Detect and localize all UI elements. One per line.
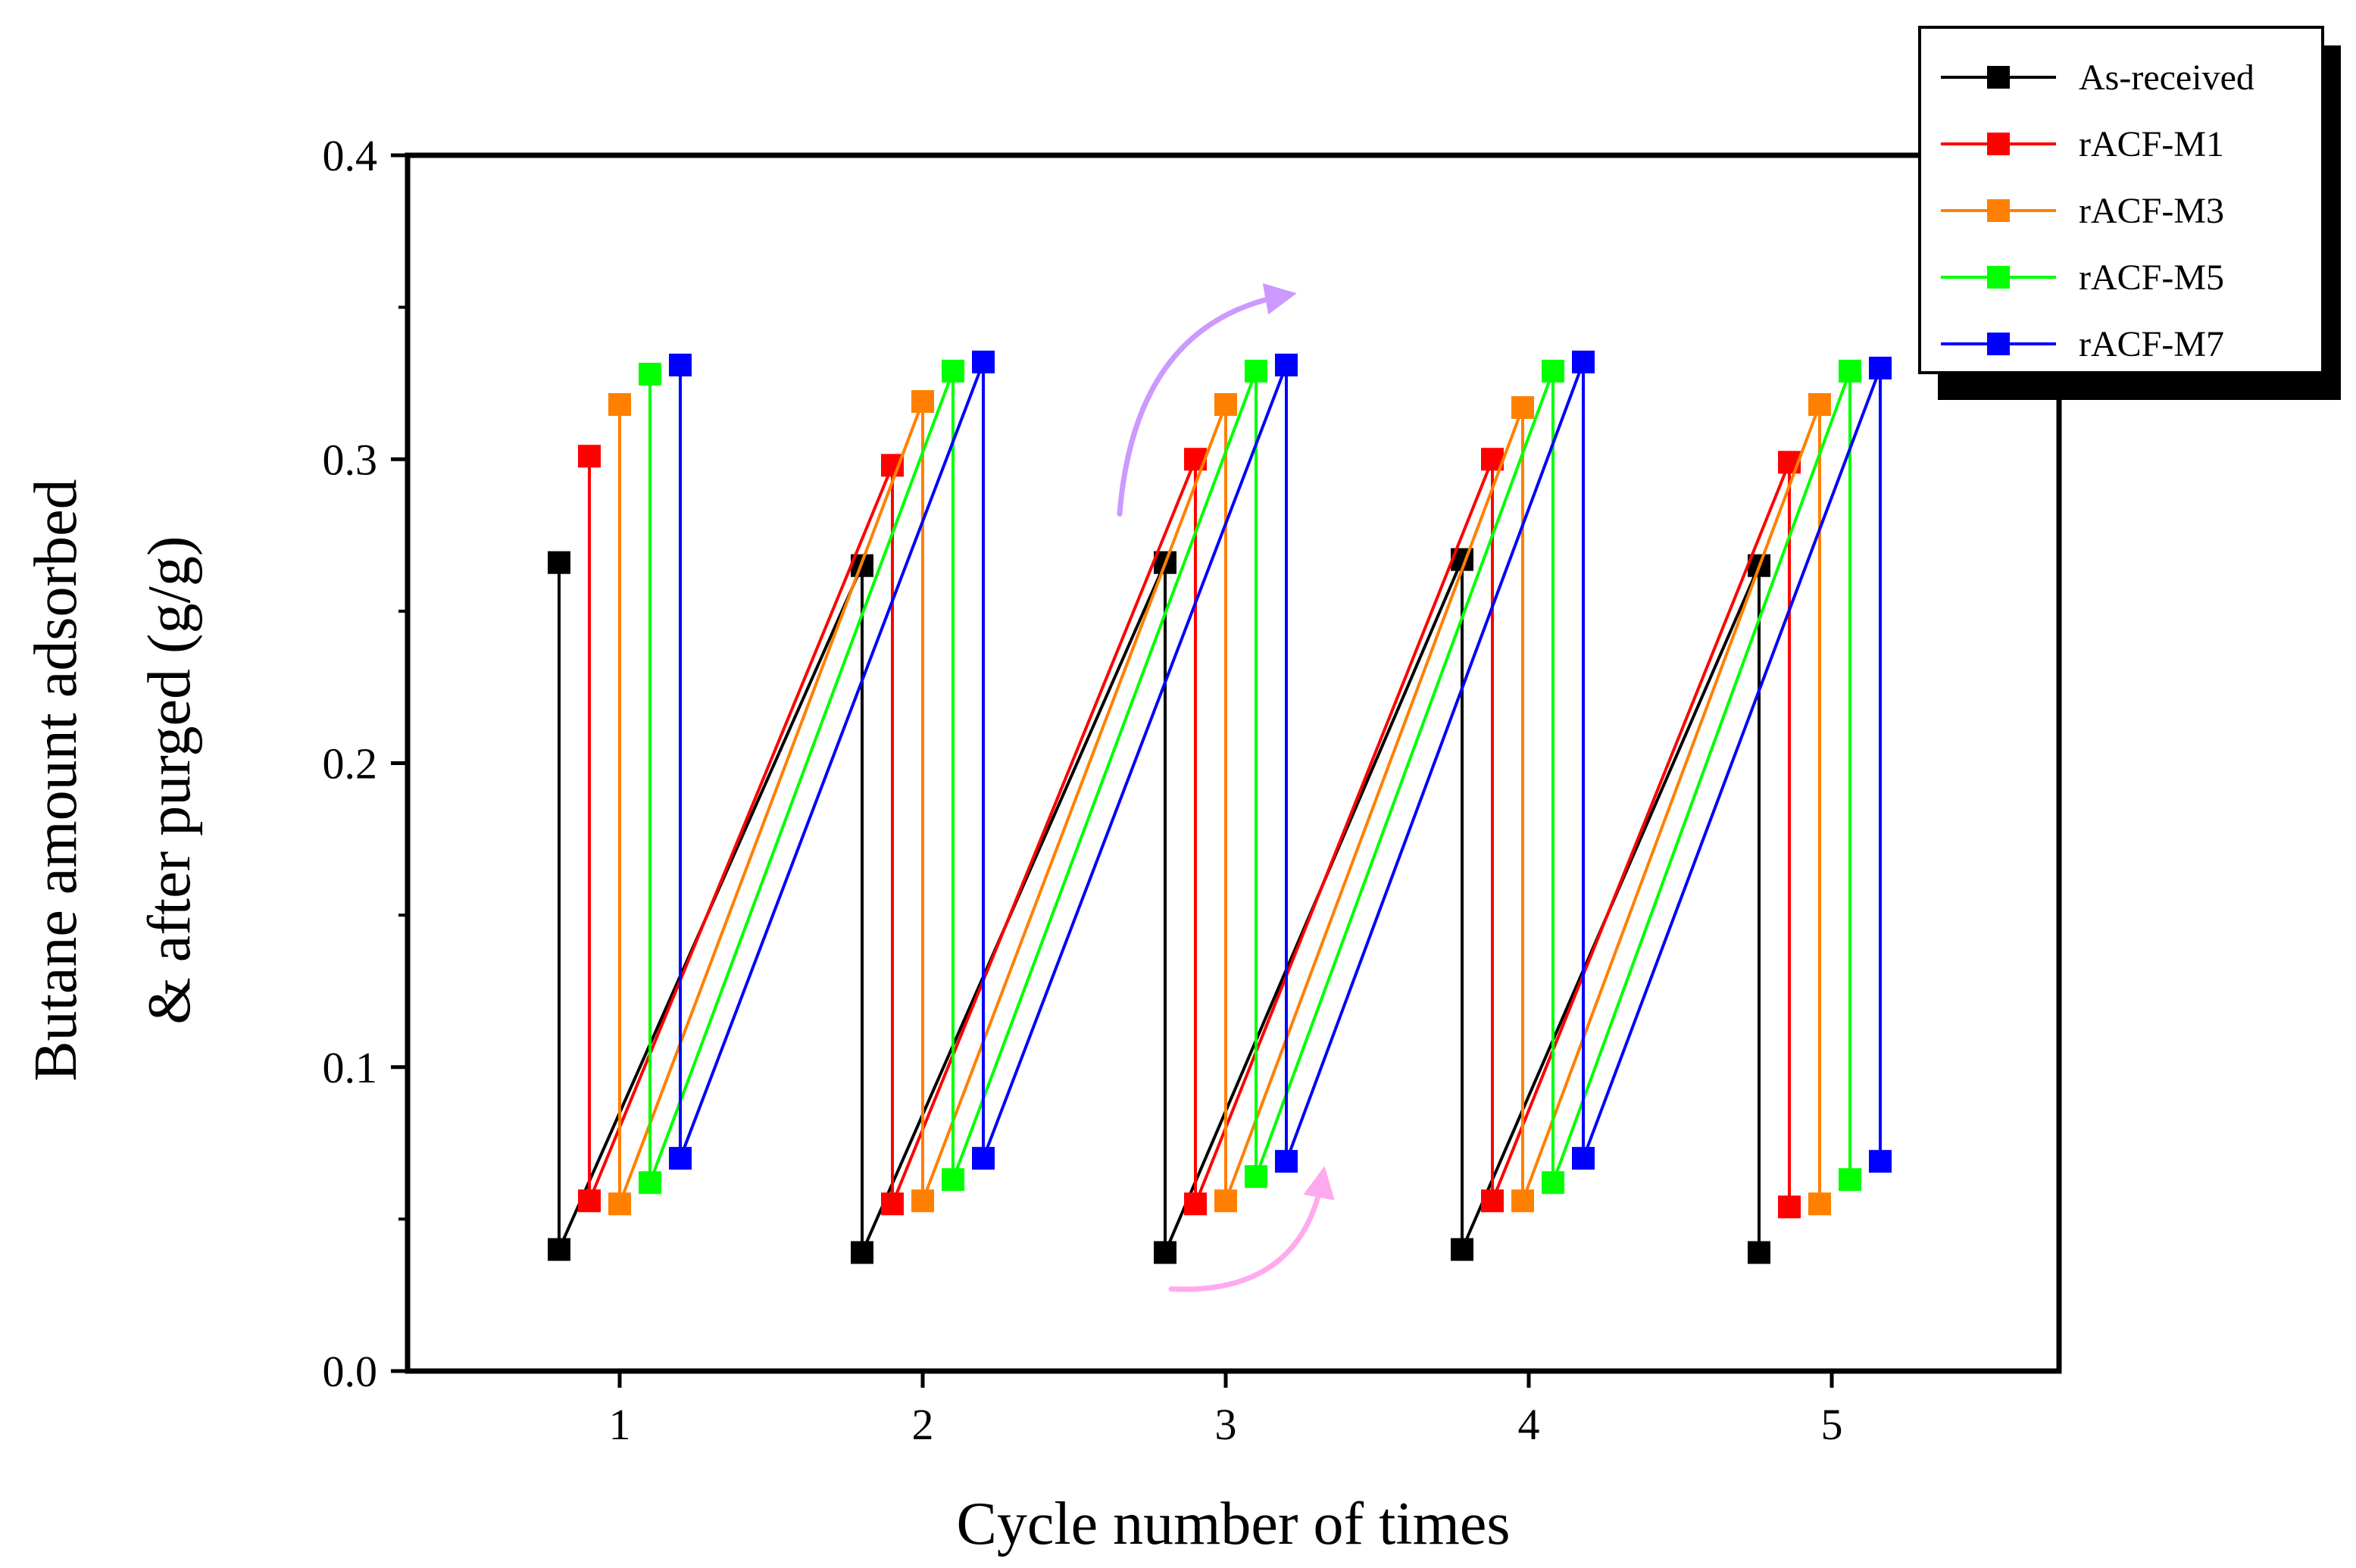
data-point-as-received <box>1748 1241 1770 1264</box>
data-point-racf-m7 <box>972 350 995 373</box>
adsorption-arrow <box>1117 283 1297 517</box>
data-point-racf-m3 <box>911 390 934 414</box>
data-point-racf-m5 <box>1839 1168 1861 1192</box>
data-point-racf-m5 <box>942 359 964 383</box>
data-point-racf-m7 <box>1572 1147 1595 1170</box>
x-tick-label: 1 <box>609 1400 631 1449</box>
x-tick-label: 4 <box>1518 1400 1540 1449</box>
legend-item-as-received: As-received <box>1941 58 2254 98</box>
legend-label: rACF-M3 <box>2079 191 2224 231</box>
data-point-racf-m5 <box>639 362 661 386</box>
y-axis-title-line2: & after purged (g/g) <box>136 536 203 1025</box>
y-tick-label: 0.0 <box>323 1347 378 1396</box>
y-tick-label: 0.2 <box>323 739 378 789</box>
legend-items: As-received rACF-M1 rACF-M3 rACF-M5 rACF-M7 <box>1941 58 2254 364</box>
data-point-racf-m1 <box>578 445 601 468</box>
y-tick-label: 0.3 <box>323 435 378 484</box>
data-point-racf-m7 <box>1869 1150 1892 1173</box>
series-line-racf-m7 <box>679 361 1882 1162</box>
data-point-racf-m7 <box>1275 353 1298 376</box>
data-point-racf-m7 <box>669 353 692 376</box>
data-point-racf-m5 <box>1245 1165 1267 1188</box>
data-point-racf-m5 <box>1245 359 1267 383</box>
series-line-racf-m1 <box>588 456 1791 1207</box>
data-point-racf-m3 <box>608 393 631 417</box>
legend: As-received rACF-M1 rACF-M3 rACF-M5 rACF-M7 <box>1918 26 2341 400</box>
data-point-racf-m1 <box>1778 1195 1801 1219</box>
legend-label: rACF-M1 <box>2079 124 2224 164</box>
x-tick-label: 3 <box>1215 1400 1237 1449</box>
data-point-racf-m5 <box>1542 359 1564 383</box>
legend-box <box>1918 26 2324 374</box>
data-point-racf-m5 <box>942 1168 964 1192</box>
data-point-racf-m7 <box>1572 350 1595 373</box>
y-axis-title-line1: Butane amount adsorbed <box>23 479 89 1081</box>
data-point-as-received <box>1154 1241 1176 1264</box>
series-line-racf-m3 <box>618 401 1821 1205</box>
data-point-racf-m1 <box>578 1189 601 1213</box>
data-point-racf-m3 <box>1214 1189 1237 1213</box>
legend-item-racf-m7: rACF-M7 <box>1941 324 2224 364</box>
data-point-racf-m5 <box>1839 359 1861 383</box>
y-tick-label: 0.1 <box>323 1043 378 1092</box>
data-point-racf-m7 <box>669 1147 692 1170</box>
legend-label: As-received <box>2079 58 2254 98</box>
series-racf-m3 <box>608 390 1831 1216</box>
data-point-racf-m3 <box>1808 393 1831 417</box>
x-axis-title: Cycle number of times <box>957 1491 1511 1557</box>
data-point-racf-m1 <box>1481 1189 1504 1213</box>
data-point-racf-m3 <box>1511 1189 1534 1213</box>
data-point-racf-m7 <box>1275 1150 1298 1173</box>
data-point-as-received <box>548 551 570 574</box>
data-point-racf-m3 <box>911 1189 934 1213</box>
data-point-racf-m1 <box>1184 1192 1207 1216</box>
legend-item-racf-m5: rACF-M5 <box>1941 258 2224 298</box>
legend-marker <box>1987 199 2010 222</box>
data-point-racf-m3 <box>1511 396 1534 420</box>
legend-marker <box>1987 266 2010 289</box>
legend-marker <box>1987 333 2010 355</box>
data-point-as-received <box>1451 1238 1473 1261</box>
data-point-racf-m3 <box>608 1192 631 1216</box>
legend-marker <box>1987 66 2010 89</box>
legend-label: rACF-M7 <box>2079 324 2224 364</box>
data-point-racf-m3 <box>1214 393 1237 417</box>
data-point-as-received <box>851 1241 873 1264</box>
series-racf-m7 <box>669 350 1892 1173</box>
y-tick-label: 0.4 <box>323 131 378 180</box>
data-point-racf-m5 <box>1542 1171 1564 1195</box>
x-tick-label: 5 <box>1821 1400 1843 1449</box>
data-point-racf-m5 <box>639 1171 661 1195</box>
series-racf-m5 <box>639 359 1861 1195</box>
legend-item-racf-m3: rACF-M3 <box>1941 191 2224 231</box>
data-point-racf-m1 <box>881 1192 904 1216</box>
series-layer <box>548 350 1892 1264</box>
data-point-racf-m7 <box>972 1147 995 1170</box>
x-tick-label: 2 <box>912 1400 934 1449</box>
axes: 1 2 3 4 5 0.0 0.1 0.2 0.3 0.4 <box>323 131 1843 1449</box>
annotations <box>1117 283 1335 1292</box>
legend-label: rACF-M5 <box>2079 258 2224 298</box>
data-point-racf-m3 <box>1808 1192 1831 1216</box>
legend-item-racf-m1: rACF-M1 <box>1941 124 2224 164</box>
legend-marker <box>1987 133 2010 155</box>
series-line-racf-m5 <box>648 370 1851 1183</box>
purge-arrow <box>1168 1166 1335 1292</box>
data-point-as-received <box>548 1238 570 1261</box>
data-point-racf-m7 <box>1869 356 1892 380</box>
